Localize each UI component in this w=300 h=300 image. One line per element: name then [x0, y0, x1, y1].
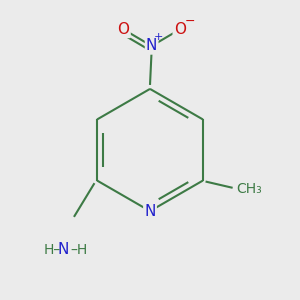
Text: N: N: [144, 204, 156, 219]
Text: O: O: [118, 22, 130, 37]
Text: −: −: [184, 15, 195, 28]
Text: CH₃: CH₃: [236, 182, 262, 196]
Text: H–: H–: [44, 243, 61, 257]
Text: –H: –H: [71, 243, 88, 257]
Text: O: O: [174, 22, 186, 37]
Text: N: N: [146, 38, 157, 53]
Text: +: +: [154, 32, 164, 42]
Text: N: N: [58, 242, 69, 257]
